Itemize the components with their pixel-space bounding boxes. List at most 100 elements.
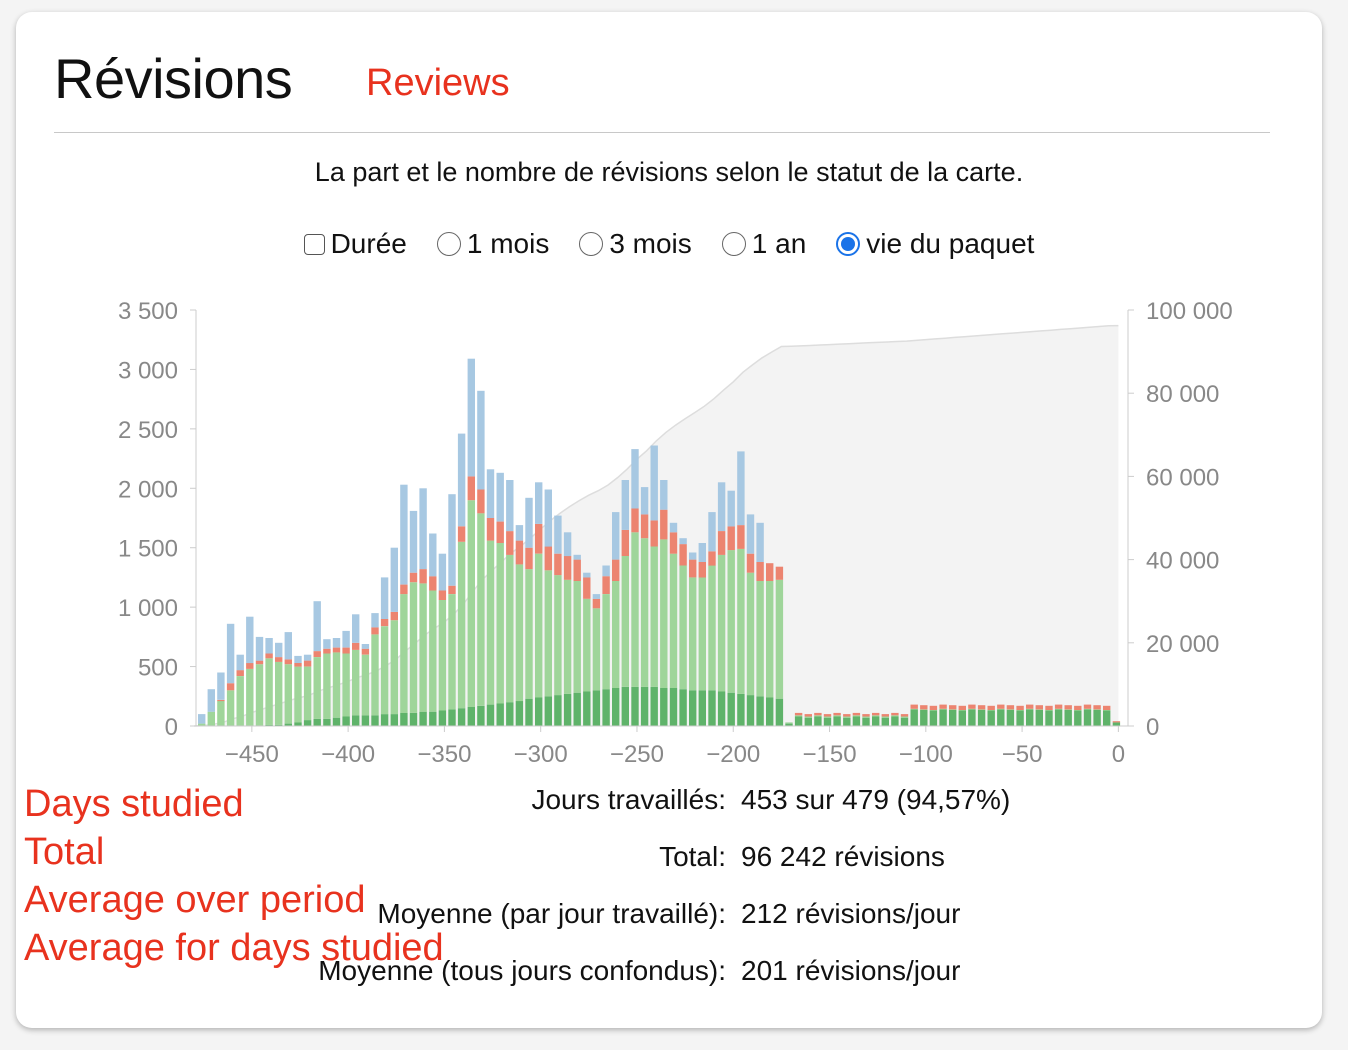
bar-segment-young: [650, 546, 658, 687]
bar-segment-young: [554, 575, 562, 696]
bar-segment-relearn: [929, 705, 938, 710]
bar-segment-learn: [409, 510, 418, 573]
bar-segment-learn: [390, 547, 398, 612]
bar-segment-relearn: [515, 540, 524, 565]
bar-segment-learn: [477, 390, 485, 490]
stat-row-avg-all: Moyenne (tous jours confondus): 201 révi…: [16, 955, 1322, 995]
bar-segment-mature: [563, 693, 572, 726]
bar-segment-learn: [371, 613, 379, 628]
bar-segment-learn: [602, 565, 610, 577]
bar-segment-relearn: [862, 714, 870, 717]
bar-segment-mature: [920, 710, 928, 726]
bar-segment-young: [862, 716, 870, 718]
range-option-1-month[interactable]: 1 mois: [436, 228, 549, 260]
bar-segment-mature: [939, 709, 947, 726]
bar-segment-learn: [592, 594, 601, 599]
bar-segment-mature: [1035, 710, 1043, 726]
bar-segment-young: [612, 581, 620, 688]
bar-segment-young: [939, 708, 947, 710]
bar-segment-relearn: [544, 546, 552, 571]
bar-segment-relearn: [698, 562, 706, 578]
y-right-tick-label: 100 000: [1146, 298, 1233, 325]
y-left-tick-label: 3 000: [118, 357, 178, 384]
bar-segment-mature: [400, 712, 408, 726]
bar-segment-young: [352, 649, 360, 716]
bar-segment-young: [737, 548, 745, 694]
bar-segment-young: [477, 513, 485, 706]
bar-segment-mature: [872, 716, 880, 726]
range-option-1-year[interactable]: 1 an: [721, 228, 806, 260]
range-controls: Durée 1 mois 3 mois 1 an vie du paquet: [16, 228, 1322, 260]
bar-segment-relearn: [968, 704, 976, 709]
stat-value: 453 sur 479 (94,57%): [741, 784, 1011, 815]
bar-segment-learn: [640, 487, 649, 515]
bar-segment-relearn: [390, 611, 398, 621]
bar-segment-mature: [1016, 710, 1024, 726]
stat-label: Total:: [659, 841, 726, 872]
bar-segment-young: [236, 676, 244, 726]
radio-1-month[interactable]: [436, 232, 461, 256]
bar-segment-relearn: [872, 712, 880, 716]
bar-segment-mature: [352, 715, 360, 726]
bar-segment-young: [1074, 710, 1082, 711]
y-right-tick-label: 0: [1146, 714, 1159, 741]
bar-segment-learn: [429, 533, 437, 577]
bar-segment-learn: [467, 358, 475, 477]
bar-segment-young: [977, 709, 986, 710]
bar-segment-young: [910, 708, 918, 710]
bar-segment-relearn: [409, 572, 418, 583]
bar-segment-young: [294, 666, 302, 723]
radio-deck-life[interactable]: [836, 232, 861, 256]
radio-3-months[interactable]: [579, 232, 604, 256]
bar-segment-relearn: [900, 714, 909, 717]
bar-segment-young: [496, 543, 504, 704]
duration-checkbox[interactable]: [303, 233, 325, 255]
bar-segment-young: [949, 709, 957, 710]
bar-segment-young: [535, 553, 543, 698]
bar-segment-mature: [525, 698, 533, 726]
x-tick-label: 0: [1112, 741, 1125, 768]
bar-segment-young: [303, 666, 312, 721]
bar-segment-mature: [313, 718, 321, 726]
bar-segment-young: [669, 553, 678, 688]
bar-segment-learn: [457, 433, 466, 527]
bar-segment-young: [1083, 708, 1092, 710]
bar-segment-mature: [515, 701, 524, 726]
bar-segment-learn: [554, 515, 562, 554]
bar-segment-young: [323, 653, 331, 719]
bar-segment-learn: [573, 554, 581, 560]
bar-segment-mature: [785, 723, 793, 726]
stat-value: 212 révisions/jour: [741, 898, 961, 929]
bar-segment-learn: [275, 642, 283, 658]
bar-segment-relearn: [660, 509, 668, 540]
bar-segment-learn: [679, 538, 687, 545]
x-tick-label: −200: [706, 741, 760, 768]
bar-segment-mature: [708, 690, 716, 726]
bar-segment-relearn: [323, 648, 331, 654]
bar-segment-mature: [457, 708, 466, 726]
x-tick-label: −450: [225, 741, 279, 768]
bar-segment-young: [968, 708, 976, 710]
bar-segment-young: [689, 577, 697, 691]
range-option-3-months[interactable]: 3 mois: [579, 228, 692, 260]
duration-toggle[interactable]: Durée: [303, 228, 407, 260]
bar-segment-relearn: [631, 508, 639, 533]
bar-segment-relearn: [958, 705, 966, 710]
bar-segment-relearn: [332, 647, 341, 653]
bar-segment-learn: [669, 522, 678, 533]
bar-segment-mature: [612, 688, 620, 726]
bar-segment-mature: [390, 714, 398, 726]
range-option-deck-life[interactable]: vie du paquet: [836, 228, 1034, 260]
bar-segment-mature: [862, 717, 870, 726]
bar-segment-relearn: [352, 642, 360, 650]
bar-segment-young: [1006, 709, 1015, 710]
bar-segment-young: [727, 550, 735, 693]
bar-segment-relearn: [1093, 705, 1101, 710]
bar-segment-young: [900, 716, 909, 718]
bar-segment-learn: [612, 512, 620, 560]
bar-segment-learn: [737, 451, 745, 526]
bar-segment-mature: [265, 724, 273, 726]
radio-1-year[interactable]: [721, 232, 746, 256]
bar-segment-relearn: [342, 647, 350, 654]
bar-segment-mature: [631, 686, 639, 726]
